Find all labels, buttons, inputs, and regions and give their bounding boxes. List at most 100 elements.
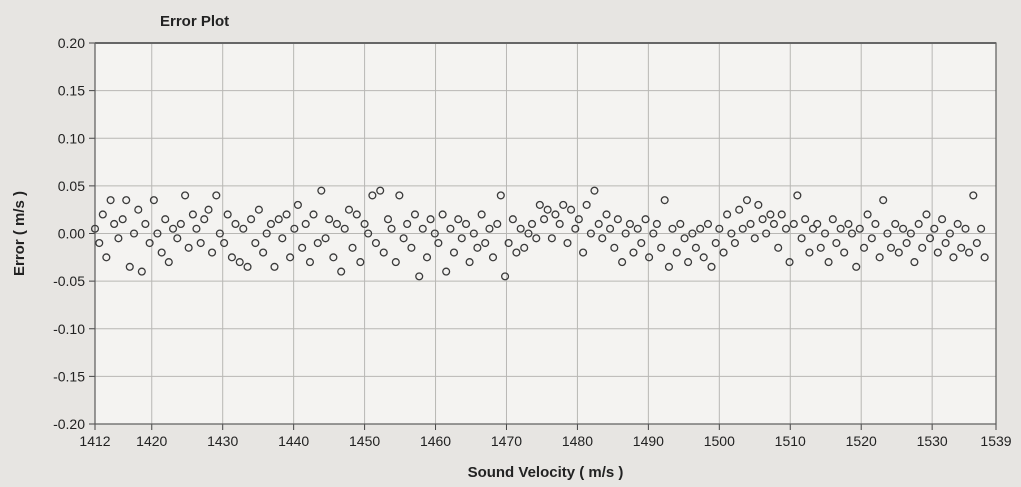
data-point — [582, 200, 591, 209]
data-point — [938, 215, 947, 224]
x-tick-label-1430: 1430 — [207, 433, 238, 449]
data-point — [286, 253, 295, 262]
x-axis-label: Sound Velocity ( m/s ) — [468, 464, 624, 481]
data-point — [855, 224, 864, 233]
data-point — [243, 262, 252, 271]
data-point — [134, 205, 143, 214]
data-point — [317, 186, 326, 195]
data-point — [844, 219, 853, 229]
data-point — [754, 200, 763, 209]
data-point — [777, 210, 786, 219]
data-point — [504, 238, 513, 248]
x-tick-label-1530: 1530 — [917, 433, 948, 449]
y-tick-label--0.10: -0.10 — [53, 321, 85, 337]
data-point — [223, 210, 232, 219]
data-point — [387, 224, 396, 233]
data-point — [808, 224, 818, 233]
data-point — [102, 253, 111, 262]
data-point — [625, 219, 634, 229]
data-point — [859, 243, 869, 252]
data-point — [719, 248, 728, 257]
data-point — [758, 215, 767, 224]
data-point — [715, 224, 724, 233]
data-point — [964, 248, 974, 257]
data-point — [672, 248, 681, 257]
data-point — [512, 248, 521, 257]
data-point — [910, 258, 919, 267]
data-point — [828, 215, 837, 224]
x-tick-label-1539: 1539 — [980, 433, 1011, 449]
x-tick-label-1460: 1460 — [420, 433, 451, 449]
data-point — [563, 238, 572, 248]
data-point — [98, 210, 107, 219]
data-point — [204, 205, 213, 214]
data-point — [879, 196, 888, 205]
data-point — [220, 238, 229, 248]
data-point — [863, 210, 872, 219]
data-point — [149, 196, 158, 205]
data-point — [805, 248, 814, 257]
data-point — [922, 210, 931, 219]
data-point — [153, 229, 162, 238]
data-point — [516, 224, 525, 233]
data-point — [259, 248, 268, 257]
x-tick-label-1470: 1470 — [491, 433, 522, 449]
data-point — [836, 224, 845, 233]
data-point — [590, 186, 599, 195]
data-point — [652, 219, 661, 229]
data-point — [212, 191, 221, 200]
x-tick-label-1500: 1500 — [704, 433, 735, 449]
data-point — [547, 234, 556, 243]
data-point — [508, 215, 517, 224]
data-point — [824, 258, 833, 267]
data-point — [309, 210, 318, 219]
data-point — [157, 248, 166, 257]
data-point — [691, 243, 700, 252]
data-point — [415, 272, 424, 281]
data-point — [980, 253, 989, 262]
x-tick-label-1420: 1420 — [136, 433, 167, 449]
data-point — [906, 229, 915, 238]
data-point — [298, 243, 307, 252]
y-tick-label-0.10: 0.10 — [58, 130, 85, 146]
data-point — [524, 229, 533, 238]
data-point — [735, 205, 744, 214]
data-point — [883, 229, 892, 238]
data-point — [941, 238, 950, 248]
data-point — [465, 258, 474, 267]
data-point — [930, 224, 939, 233]
data-point — [774, 243, 783, 252]
data-point — [239, 224, 248, 233]
data-point — [769, 219, 778, 229]
data-point — [270, 262, 279, 271]
data-point — [618, 258, 627, 267]
data-point — [399, 234, 408, 243]
data-point — [703, 219, 713, 229]
data-point — [485, 224, 494, 233]
data-point — [633, 224, 642, 233]
chart-title: Error Plot — [160, 13, 229, 30]
data-point — [325, 215, 334, 224]
data-point — [847, 229, 857, 238]
data-point — [699, 253, 708, 262]
data-point — [438, 210, 447, 219]
data-point — [254, 205, 263, 214]
data-point — [469, 229, 478, 238]
data-point — [707, 262, 716, 271]
data-point — [141, 219, 150, 229]
data-point — [750, 234, 759, 243]
data-point — [594, 219, 603, 229]
data-point — [781, 224, 791, 233]
data-point — [348, 243, 357, 252]
data-point — [305, 258, 315, 267]
y-tick-label-0.05: 0.05 — [58, 178, 85, 194]
data-point — [110, 219, 119, 229]
data-point — [742, 196, 752, 205]
data-point — [875, 253, 884, 262]
data-point — [352, 210, 361, 219]
data-point — [481, 238, 490, 248]
data-point — [586, 229, 595, 238]
y-tick-label--0.05: -0.05 — [53, 273, 85, 289]
data-point — [789, 219, 798, 229]
data-point — [571, 224, 580, 233]
